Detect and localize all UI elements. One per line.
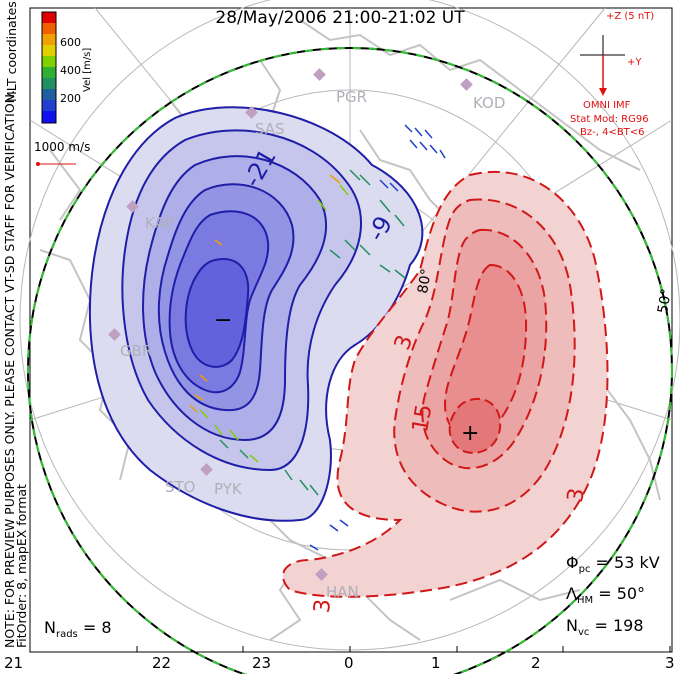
colorbar-swatch [42,34,56,45]
mlt-label-0: 0 [344,654,354,672]
station-pgr: PGR [336,88,368,106]
stat-nrads: Nrads = 8 [44,618,112,641]
potential-max-marker: + [461,421,480,446]
colorbar-tick-200: 200 [60,92,81,105]
contour-label-3c: 3 [310,598,337,615]
fitorder-note: FitOrder: 8, mapEX format [14,484,29,648]
vector-scale-label: 1000 m/s [34,140,91,154]
contour-label-15: 15 [408,402,438,435]
mlt-label-3: 3 [665,654,675,672]
imf-source: OMNI IMF [583,100,631,111]
colorbar-swatch [42,67,56,78]
mlt-label-22: 22 [152,654,172,672]
velocity-vectors [189,124,446,551]
station-markers [108,68,473,581]
imf-condition: Bz-, 4<BT<6 [580,127,645,138]
stat-lambda-hm: ΛHM = 50° [566,584,646,607]
mlt-label-2: 2 [531,654,541,672]
dusk-cell [88,106,424,522]
colorbar-swatch [42,111,56,123]
imf-by-label: +Y [627,57,642,68]
map-title: 28/May/2006 21:00-21:02 UT [215,8,465,28]
colorbar-swatch [42,23,56,34]
vector-scale-arrow [36,162,76,166]
colorbar-label: Vel [m/s] [82,47,93,92]
colorbar-swatch [42,56,56,67]
mlt-ticks [29,646,671,652]
station-sas: SAS [255,120,285,138]
imf-model: Stat Mod: RG96 [570,114,649,125]
potential-min-marker: − [214,308,233,333]
station-han: HAN [326,583,359,601]
station-gbr: GBR [120,342,153,360]
hm-boundary [27,47,673,674]
dawn-cell [281,170,609,598]
station-kod: KOD [473,94,506,112]
imf-crosshair [580,35,625,96]
stat-phi-pc: Φpc = 53 kV [566,553,660,576]
imf-bz-label: +Z (5 nT) [606,11,655,22]
mlt-label-21: 21 [4,654,24,672]
colorbar [41,11,57,124]
colorbar-swatch [42,100,56,111]
colorbar-swatch [42,12,56,23]
colorbar-swatch [42,45,56,56]
colorbar-tick-400: 400 [60,64,81,77]
mlt-label-1: 1 [431,654,441,672]
colorbar-swatch [42,78,56,89]
station-sto: STO [165,478,196,496]
stat-nvc: Nvc = 198 [566,616,644,639]
mlt-label-23: 23 [252,654,272,672]
station-kap: KAP [145,214,174,232]
coords-label: MLT coordinates [4,1,19,102]
station-pyk: PYK [214,480,242,498]
colorbar-swatch [42,89,56,100]
colorbar-tick-600: 600 [60,36,81,49]
